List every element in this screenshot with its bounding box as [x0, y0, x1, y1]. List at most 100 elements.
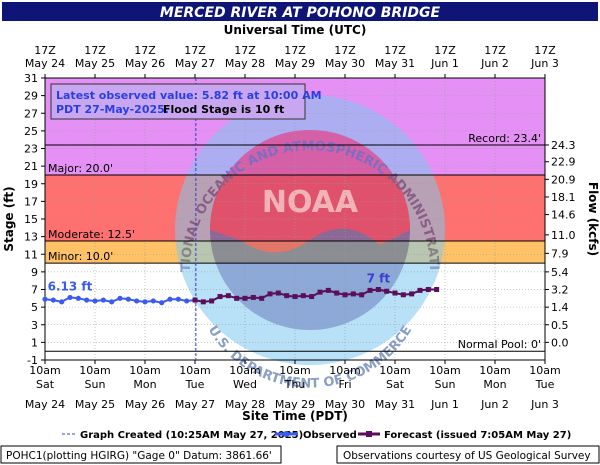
top-tick-date: Jun 1 [430, 57, 459, 70]
bottom-tick-time: 10am [379, 364, 410, 377]
right-tick-label: 11.0 [551, 229, 576, 242]
left-tick-label: 3 [31, 319, 38, 332]
forecast-point [342, 292, 348, 298]
right-tick-label: 22.9 [551, 156, 576, 169]
bottom-tick-day: Wed [233, 378, 257, 391]
forecast-point [409, 291, 415, 297]
bottom-tick-date: May 29 [275, 398, 315, 411]
bottom-tick-time: 10am [79, 364, 110, 377]
right-tick-label: 18.1 [551, 191, 576, 204]
threshold-label-moderate: Moderate: 12.5' [48, 228, 135, 241]
top-tick-time: 17Z [84, 44, 106, 57]
forecast-point [400, 292, 406, 298]
flood-stage-text: Flood Stage is 10 ft [163, 103, 284, 116]
bottom-tick-time: 10am [529, 364, 560, 377]
bottom-tick-date: May 28 [225, 398, 265, 411]
bottom-tick-date: Jun 3 [530, 398, 559, 411]
threshold-lines: Record: 23.4' Major: 20.0' Moderate: 12.5'… [45, 132, 545, 352]
bottom-tick-date: May 24 [25, 398, 65, 411]
bottom-tick-date: May 31 [375, 398, 415, 411]
bottom-tick-time: 10am [179, 364, 210, 377]
top-tick-date: Jun 3 [530, 57, 559, 70]
bottom-tick-date: May 25 [75, 398, 115, 411]
top-tick-date: May 30 [325, 57, 365, 70]
footer-right-box [336, 445, 600, 464]
top-tick-date: May 25 [75, 57, 115, 70]
observed-point [42, 296, 48, 302]
left-tick-label: 25 [24, 125, 38, 138]
footer-datum-text: POHC1(plotting HGIRG) "Gage 0" Datum: 38… [6, 450, 272, 462]
forecast-point [292, 294, 298, 300]
left-tick-label: -1 [27, 354, 38, 367]
bottom-tick-time: 10am [229, 364, 260, 377]
left-tick-label: 9 [31, 266, 38, 279]
observed-point [92, 298, 98, 304]
observed-point [75, 295, 81, 301]
top-tick-time: 17Z [334, 44, 356, 57]
observed-point [184, 298, 190, 304]
bottom-tick-time: 10am [479, 364, 510, 377]
top-tick-time: 17Z [184, 44, 206, 57]
forecast-point [417, 287, 423, 293]
bottom-axis-label: Site Time (PDT) [242, 409, 348, 423]
top-tick-time: 17Z [34, 44, 56, 57]
top-tick-date: Jun 2 [480, 57, 509, 70]
bottom-tick-day: Thu [284, 378, 306, 391]
bottom-tick-day: Tue [185, 378, 205, 391]
top-tick-date: May 29 [275, 57, 315, 70]
series-group: 6.13 ft 7 ft [42, 272, 440, 306]
forecast-point [300, 293, 306, 299]
bottom-tick-day: Sat [36, 378, 55, 391]
legend: Graph Created (10:25AM May 27, 2025) Obs… [62, 430, 571, 441]
right-axis-label: Flow (kcfs) [586, 182, 600, 256]
left-tick-label: 7 [31, 284, 38, 297]
observed-point [175, 296, 181, 302]
bottom-tick-date: May 30 [325, 398, 365, 411]
latest-observation-box: Latest observed value: 5.82 ft at 10:00 … [50, 83, 322, 120]
observed-peak-label: 6.13 ft [48, 279, 93, 293]
top-axis-label: Universal Time (UTC) [224, 23, 367, 37]
forecast-point [267, 291, 273, 297]
right-tick-label: 24.3 [551, 139, 576, 152]
bottom-tick-day: Tue [535, 378, 555, 391]
left-tick-label: 31 [24, 72, 38, 85]
forecast-point [350, 291, 356, 297]
left-tick-label: 11 [24, 248, 38, 261]
forecast-point [425, 287, 431, 292]
top-tick-date: May 31 [375, 57, 415, 70]
forecast-point [309, 294, 315, 300]
right-tick-label: 20.9 [551, 173, 576, 186]
chart-title: MERCED RIVER AT POHONO BRIDGE [160, 5, 441, 21]
top-tick-date: May 27 [175, 57, 215, 70]
footer-credit-text: Observations courtesy of US Geological S… [343, 450, 591, 462]
legend-observed-marker [283, 431, 289, 437]
forecast-point [359, 292, 365, 298]
observed-point [134, 298, 140, 304]
left-axis-label: Stage (ft) [2, 186, 16, 251]
left-tick-label: 17 [24, 195, 38, 208]
forecast-point [192, 297, 198, 303]
observed-point [150, 298, 156, 304]
top-tick-time: 17Z [284, 44, 306, 57]
top-tick-time: 17Z [384, 44, 406, 57]
left-tick-label: 27 [24, 107, 38, 120]
forecast-point [275, 290, 281, 296]
bottom-tick-day: Fri [338, 378, 351, 391]
left-tick-label: 19 [24, 178, 38, 191]
observed-point [50, 297, 56, 303]
threshold-label-minor: Minor: 10.0' [48, 250, 113, 263]
bottom-tick-day: Sun [85, 378, 106, 391]
info-line-2: PDT 27-May-2025. [56, 103, 169, 116]
bottom-tick-date: Jun 1 [430, 398, 459, 411]
right-tick-label: 1.4 [551, 301, 569, 314]
forecast-peak-label: 7 ft [367, 272, 391, 286]
observed-point [84, 297, 90, 303]
observed-point [117, 295, 123, 301]
forecast-point [259, 295, 265, 301]
bottom-tick-day: Sun [435, 378, 456, 391]
normal-pool-label: Normal Pool: 0' [458, 338, 541, 351]
forecast-point [225, 293, 231, 299]
forecast-point [384, 288, 390, 294]
